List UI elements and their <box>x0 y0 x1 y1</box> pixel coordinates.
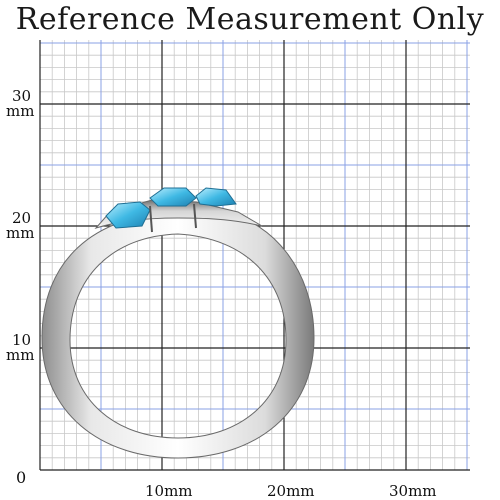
zero-label: 0 <box>16 468 27 487</box>
ring-band <box>41 211 315 459</box>
stone-left <box>105 201 151 229</box>
ring-image <box>41 187 315 459</box>
stone-center <box>149 187 197 207</box>
y-label-20: 20 mm <box>6 209 35 242</box>
setting-bar <box>149 205 153 233</box>
x-label-30mm: 30mm <box>389 482 437 500</box>
x-label-20mm: 20mm <box>267 482 315 500</box>
setting-bar <box>193 203 197 229</box>
x-label-10mm: 10mm <box>145 482 193 500</box>
page-title: Reference Measurement Only <box>15 2 485 37</box>
grid-minor-lines <box>40 40 470 470</box>
stone-right <box>195 187 237 207</box>
y-label-30: 30 mm <box>6 87 35 120</box>
y-label-10: 10 mm <box>6 331 35 364</box>
